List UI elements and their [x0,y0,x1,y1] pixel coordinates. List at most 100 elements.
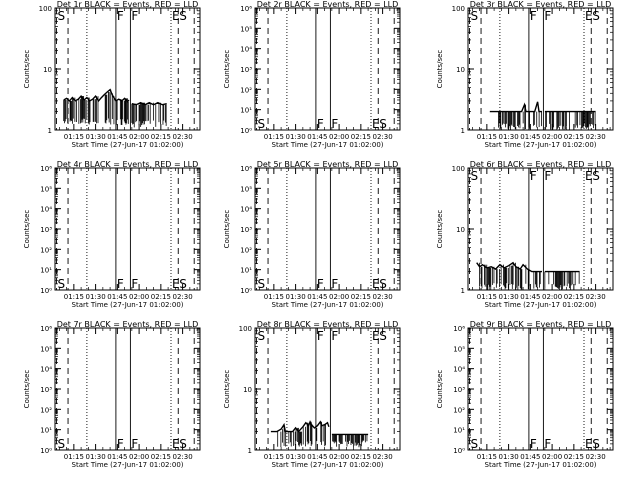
y-axis-label: Counts/sec [23,370,31,409]
marker-label: S [379,277,387,291]
x-tick-label: 02:30 [173,293,193,301]
x-tick-label: 02:00 [329,453,349,461]
y-tick-label: 10⁵ [240,25,252,33]
panel-3r: Det 3r BLACK = Events, RED = LLD 1 10 100 Co… [436,0,614,149]
y-tick-label: 10⁰ [240,287,252,295]
x-tick-label: 01:45 [520,453,540,461]
marker-label: S [470,9,478,23]
marker-label: S [379,117,387,131]
panel-title: Det 5r BLACK = Events, RED = LLD [257,160,399,169]
marker-label: S [257,329,265,343]
marker-label: S [379,329,387,343]
x-tick-label: 01:15 [64,133,84,141]
x-tick-label: 02:15 [151,133,171,141]
y-tick-label: 10⁴ [453,366,465,374]
marker-label: F [331,329,338,343]
marker-label: E [172,9,180,23]
panel-title: Det 1r BLACK = Events, RED = LLD [57,0,199,9]
x-tick-label: 02:30 [173,133,193,141]
y-tick-label: 10³ [40,226,52,234]
marker-label: S [470,169,478,183]
marker-label: E [172,277,180,291]
x-tick-label: 01:15 [477,293,497,301]
x-tick-label: 02:15 [151,293,171,301]
y-tick-label: 10⁶ [240,5,252,13]
x-tick-label: 01:15 [264,453,284,461]
marker-label: E [372,329,380,343]
y-tick-label: 10⁰ [40,447,52,455]
x-tick-label: 01:30 [86,293,106,301]
marker-label: S [257,117,265,131]
panel-7r: Det 7r BLACK = Events, RED = LLD 10⁰ 10¹ 10… [23,320,201,469]
x-tick-label: 01:15 [477,133,497,141]
x-axis-label: Start Time (27-Jun-17 01:02:00) [72,301,184,309]
x-tick-label: 02:30 [586,293,606,301]
x-tick-label: 01:15 [264,133,284,141]
y-tick-label: 10⁴ [40,206,52,214]
y-tick-label: 10⁶ [40,325,52,333]
y-tick-label: 10¹ [240,107,252,115]
x-tick-label: 01:45 [107,293,127,301]
y-tick-label: 10³ [453,386,465,394]
marker-label: S [179,277,187,291]
x-tick-label: 02:15 [351,133,371,141]
x-tick-label: 02:00 [542,293,562,301]
x-tick-label: 02:15 [564,133,584,141]
y-tick-label: 10⁵ [240,185,252,193]
x-tick-label: 01:45 [307,453,327,461]
x-tick-label: 02:15 [564,453,584,461]
x-axis-label: Start Time (27-Jun-17 01:02:00) [272,141,384,149]
x-tick-label: 02:15 [351,453,371,461]
y-tick-label: 10¹ [40,427,52,435]
y-axis-label: Counts/sec [223,210,231,249]
y-tick-label: 1 [248,447,252,455]
x-tick-label: 02:15 [564,293,584,301]
y-tick-label: 10⁴ [40,366,52,374]
x-tick-label: 01:45 [107,453,127,461]
y-tick-label: 10⁶ [40,165,52,173]
marker-label: E [585,169,593,183]
x-axis-label: Start Time (27-Jun-17 01:02:00) [485,141,597,149]
x-tick-label: 02:00 [129,133,149,141]
marker-label: F [317,117,324,131]
y-tick-label: 10³ [240,66,252,74]
y-tick-label: 10⁵ [40,185,52,193]
y-tick-label: 10⁶ [453,325,465,333]
y-tick-label: 10² [453,406,465,414]
marker-label: F [530,437,537,451]
marker-label: F [544,169,551,183]
x-tick-label: 02:30 [373,293,393,301]
marker-label: S [470,437,478,451]
marker-label: F [317,329,324,343]
x-tick-label: 01:30 [286,133,306,141]
panel-1r: Det 1r BLACK = Events, RED = LLD 1 10 100 Co… [23,0,201,149]
y-tick-label: 10³ [240,226,252,234]
x-tick-label: 02:30 [586,453,606,461]
x-axis-label: Start Time (27-Jun-17 01:02:00) [72,141,184,149]
y-tick-label: 10⁰ [240,127,252,135]
y-tick-label: 10² [40,246,52,254]
panel-title: Det 6r BLACK = Events, RED = LLD [470,160,612,169]
y-tick-label: 10² [40,406,52,414]
marker-label: S [57,277,65,291]
panel-title: Det 3r BLACK = Events, RED = LLD [470,0,612,9]
x-tick-label: 01:45 [307,133,327,141]
x-tick-label: 01:30 [86,133,106,141]
x-tick-label: 02:30 [373,453,393,461]
y-tick-label: 10⁰ [40,287,52,295]
x-tick-label: 01:30 [499,453,519,461]
x-tick-label: 01:15 [64,293,84,301]
panel-5r: Det 5r BLACK = Events, RED = LLD 10⁰ 10¹ 10… [223,160,401,309]
x-tick-label: 01:30 [286,293,306,301]
marker-label: F [117,437,124,451]
y-tick-label: 100 [452,165,465,173]
x-tick-label: 02:00 [329,293,349,301]
y-tick-label: 10² [240,246,252,254]
marker-label: S [57,437,65,451]
x-tick-label: 01:45 [107,133,127,141]
marker-label: S [257,277,265,291]
y-tick-label: 10 [43,66,52,74]
x-axis-label: Start Time (27-Jun-17 01:02:00) [72,461,184,469]
